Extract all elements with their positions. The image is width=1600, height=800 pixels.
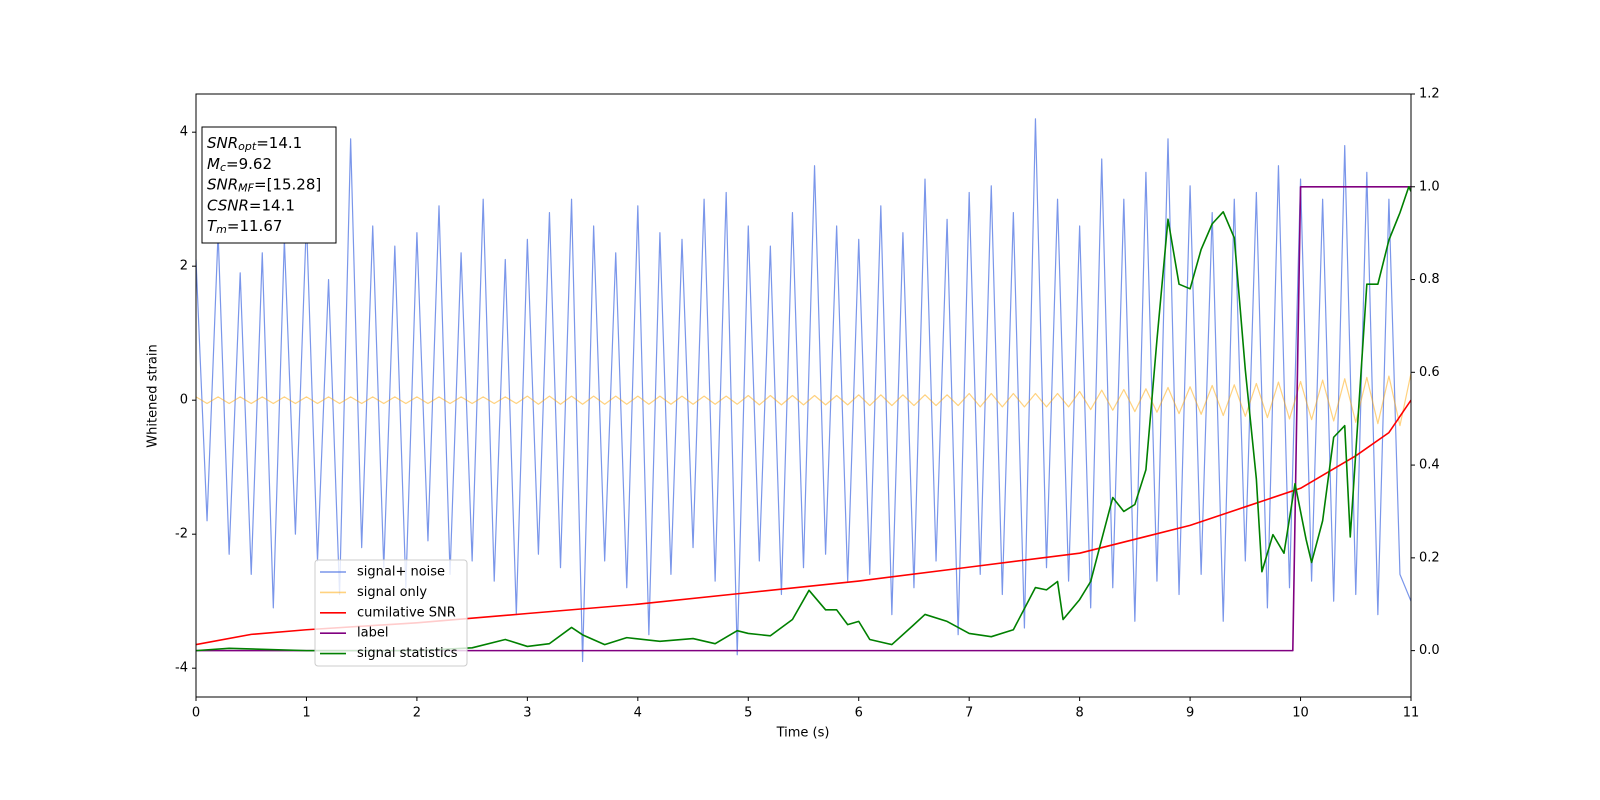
y2-tick-label: 0.2 bbox=[1419, 550, 1440, 565]
x-tick-label: 2 bbox=[413, 706, 421, 721]
annotation-value: =[15.28] bbox=[254, 175, 321, 193]
annotation-value: =14.1 bbox=[249, 196, 295, 214]
x-tick-label: 0 bbox=[192, 706, 200, 721]
legend-label: signal+ noise bbox=[357, 565, 445, 580]
x-tick-label: 4 bbox=[634, 706, 642, 721]
x-tick-label: 11 bbox=[1403, 706, 1420, 721]
series-line bbox=[196, 185, 1411, 652]
x-tick-label: 9 bbox=[1186, 706, 1194, 721]
y-tick-label: -2 bbox=[175, 527, 188, 542]
y-tick-label: 4 bbox=[180, 125, 188, 140]
y-tick-label: 0 bbox=[180, 393, 188, 408]
y2-tick-label: 1.0 bbox=[1419, 179, 1440, 194]
annotation-line: SNRMF=[15.28] bbox=[207, 175, 321, 195]
legend-label: label bbox=[357, 626, 388, 641]
x-tick-label: 1 bbox=[302, 706, 310, 721]
annotation-value: =14.1 bbox=[256, 134, 302, 152]
annotation-value: =11.67 bbox=[227, 217, 283, 235]
y-tick-label: -4 bbox=[175, 661, 188, 676]
annotation-frame bbox=[201, 126, 337, 244]
annotation-symbol: SNR bbox=[207, 134, 238, 152]
y2-tick-label: 0.4 bbox=[1419, 458, 1440, 473]
legend: signal+ noise signal only cumilative SNR la… bbox=[314, 559, 468, 667]
legend-frame bbox=[314, 559, 468, 667]
legend-label: signal statistics bbox=[357, 646, 458, 661]
y2-tick-label: 0.8 bbox=[1419, 272, 1440, 287]
x-tick-label: 3 bbox=[523, 706, 531, 721]
series-line bbox=[196, 373, 1411, 427]
annotation-symbol: CSNR bbox=[207, 196, 249, 214]
axes-frame bbox=[195, 93, 1412, 698]
x-tick-label: 8 bbox=[1075, 706, 1083, 721]
x-tick-label: 7 bbox=[965, 706, 973, 721]
x-axis-label: Time (s) bbox=[776, 726, 830, 741]
annotation-line: Mc=9.62 bbox=[207, 154, 272, 174]
annotation-value: =9.62 bbox=[226, 154, 272, 172]
y-axis-label: Whitened strain bbox=[146, 344, 161, 447]
annotation-symbol: M bbox=[207, 154, 220, 172]
legend-label: signal only bbox=[357, 585, 427, 600]
annotation-subscript: MF bbox=[238, 182, 254, 195]
x-tick-label: 10 bbox=[1292, 706, 1309, 721]
annotation-symbol: T bbox=[207, 217, 218, 235]
annotation-symbol: SNR bbox=[207, 175, 238, 193]
x-tick-label: 6 bbox=[855, 706, 863, 721]
series-line bbox=[196, 118, 1411, 663]
annotation-line: SNRopt=14.1 bbox=[207, 134, 302, 154]
annotation-subscript: opt bbox=[238, 140, 257, 153]
annotation-subscript: c bbox=[220, 161, 226, 174]
y2-tick-label: 1.2 bbox=[1419, 87, 1440, 102]
y2-tick-label: 0.6 bbox=[1419, 365, 1440, 380]
annotation-line: CSNR=14.1 bbox=[207, 196, 295, 214]
x-tick-label: 5 bbox=[744, 706, 752, 721]
annotation-box: SNRopt=14.1Mc=9.62SNRMF=[15.28]CSNR=14.1… bbox=[201, 126, 337, 244]
annotation-subscript: m bbox=[216, 223, 227, 236]
series-line bbox=[196, 185, 1411, 652]
y-tick-label: 2 bbox=[180, 259, 188, 274]
legend-label: cumilative SNR bbox=[357, 605, 456, 620]
y2-tick-label: 0.0 bbox=[1419, 643, 1440, 658]
annotation-line: Tm=11.67 bbox=[207, 217, 282, 237]
